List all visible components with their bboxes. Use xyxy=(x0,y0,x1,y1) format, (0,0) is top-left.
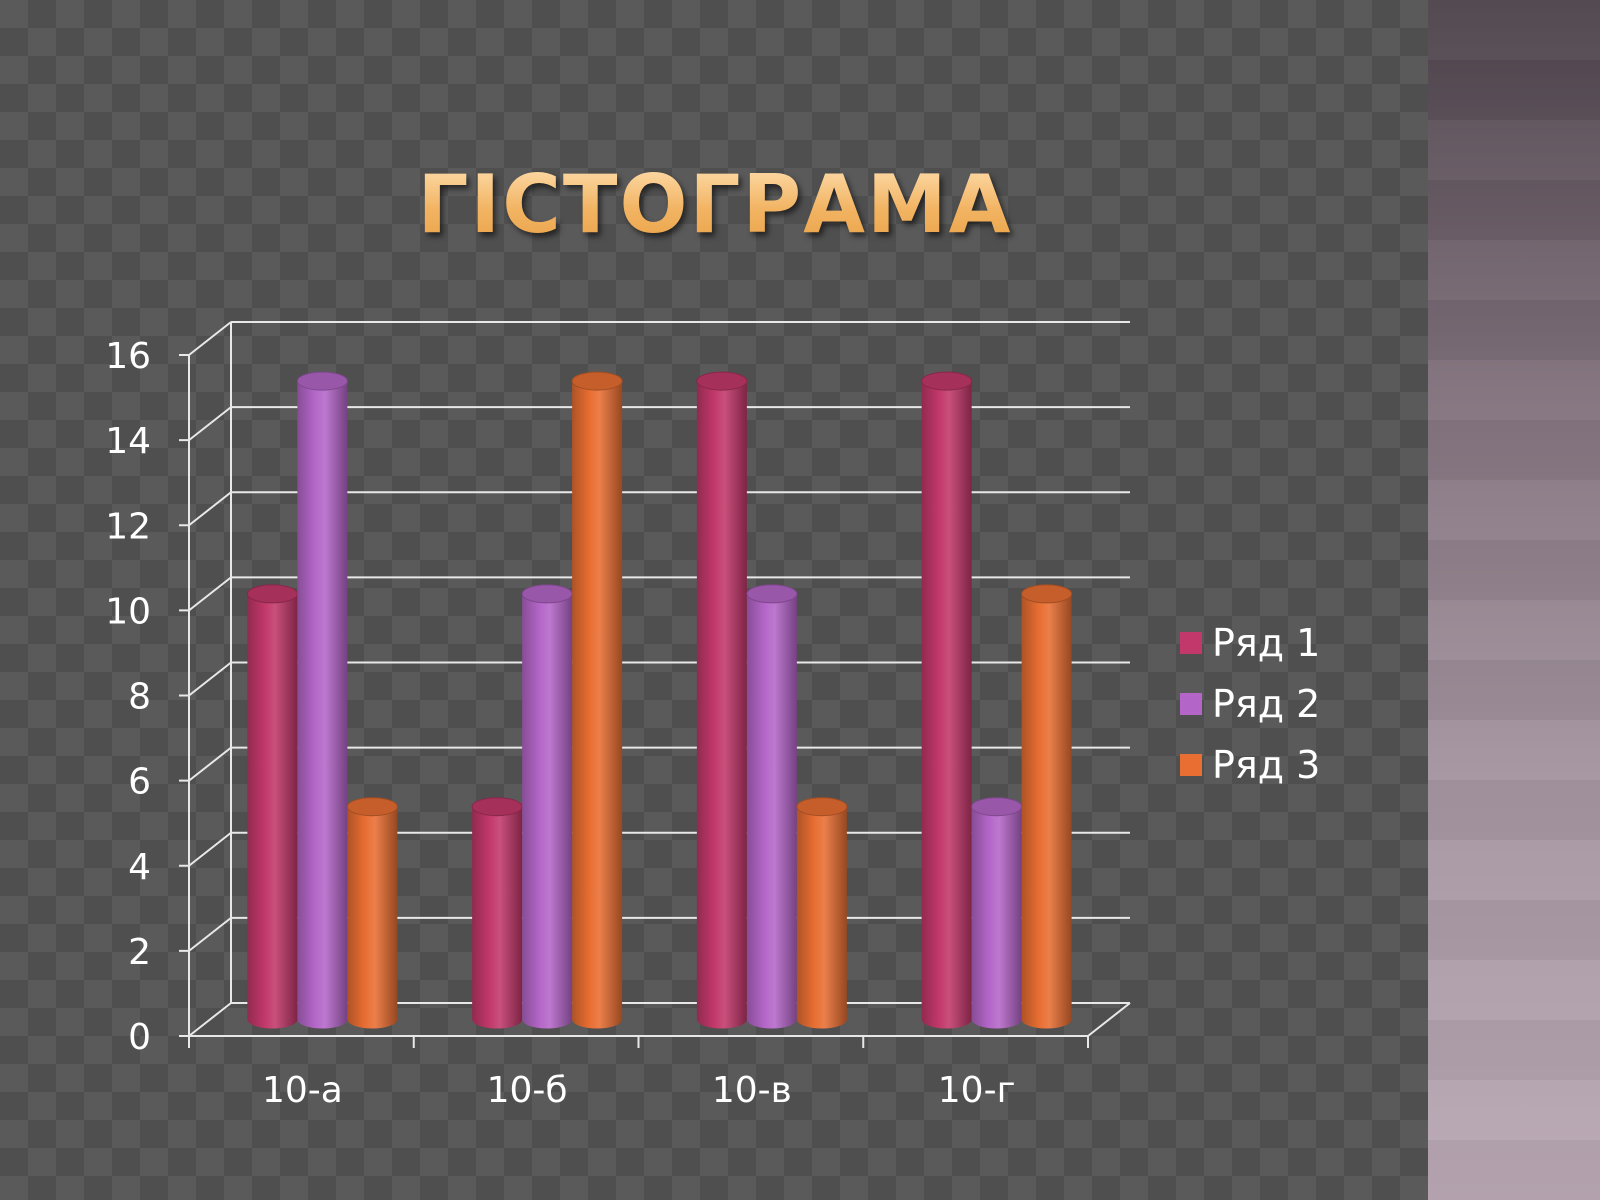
bar-top xyxy=(571,371,623,391)
bar xyxy=(796,806,847,1029)
bar xyxy=(522,593,573,1029)
bar xyxy=(746,593,797,1029)
legend-swatch xyxy=(1180,754,1202,776)
floor-edge xyxy=(1087,1002,1131,1037)
y-tick-label: 4 xyxy=(128,847,151,888)
gridline-depth xyxy=(188,746,232,782)
legend-label: Ряд 3 xyxy=(1212,743,1320,787)
gridline-depth xyxy=(188,831,232,867)
bar xyxy=(247,593,298,1029)
x-tick-label: 10-в xyxy=(712,1070,792,1111)
decorative-side-band xyxy=(1428,0,1600,1200)
bar xyxy=(971,806,1022,1029)
slide-title: ГІСТОГРАМА xyxy=(300,158,1130,251)
bar xyxy=(572,381,623,1029)
bar xyxy=(297,381,348,1029)
bar xyxy=(1021,593,1072,1029)
gridline-depth xyxy=(188,576,232,612)
bar-top xyxy=(921,371,973,391)
bar-top xyxy=(696,371,748,391)
y-tick-label: 2 xyxy=(128,932,151,973)
bar xyxy=(472,806,523,1029)
bar-top xyxy=(296,371,348,391)
gridline-depth xyxy=(188,491,232,527)
bar-top xyxy=(246,584,298,604)
bar xyxy=(921,381,972,1029)
bar-top xyxy=(746,584,798,604)
y-tick-label: 10 xyxy=(105,591,151,632)
bar-top xyxy=(471,797,523,817)
bar-top xyxy=(796,797,848,817)
legend-label: Ряд 2 xyxy=(1212,682,1320,726)
bar-top xyxy=(521,584,573,604)
bar-top xyxy=(1021,584,1073,604)
gridline-depth xyxy=(188,1002,232,1037)
bar-top xyxy=(971,797,1023,817)
gridline-depth xyxy=(188,321,232,356)
x-tick-label: 10-г xyxy=(938,1070,1016,1111)
x-tick-label: 10-а xyxy=(262,1070,343,1111)
gridline-depth xyxy=(188,406,232,441)
gridline-depth xyxy=(188,661,232,697)
legend-label: Ряд 1 xyxy=(1212,621,1320,665)
y-tick-label: 16 xyxy=(105,336,151,377)
legend-swatch xyxy=(1180,693,1202,715)
x-tick-label: 10-б xyxy=(487,1070,568,1111)
bar xyxy=(696,381,747,1029)
y-tick-label: 8 xyxy=(128,677,151,718)
bar xyxy=(347,806,398,1029)
gridline-depth xyxy=(188,917,232,952)
y-tick-label: 14 xyxy=(105,421,151,462)
y-tick-label: 12 xyxy=(105,506,151,547)
y-tick-label: 0 xyxy=(128,1017,151,1058)
y-tick-label: 6 xyxy=(128,762,151,803)
bar-top xyxy=(346,797,398,817)
legend-swatch xyxy=(1180,632,1202,654)
